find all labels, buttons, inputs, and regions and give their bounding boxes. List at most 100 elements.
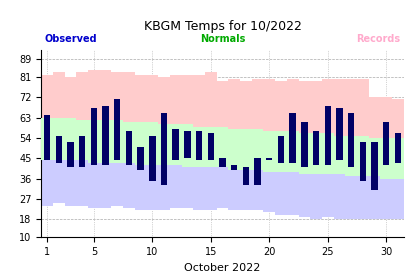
Bar <box>182 167 193 208</box>
Bar <box>357 79 369 219</box>
Bar <box>193 75 205 210</box>
Bar <box>243 167 249 185</box>
Bar <box>392 99 404 219</box>
Bar <box>263 79 275 213</box>
Bar <box>146 122 158 165</box>
Bar <box>252 169 263 210</box>
Bar <box>219 158 226 167</box>
Bar <box>325 106 331 165</box>
Bar <box>126 131 132 165</box>
Bar <box>91 108 97 165</box>
Bar <box>334 79 345 219</box>
Bar <box>205 167 217 210</box>
Bar <box>345 176 357 219</box>
Bar <box>290 113 296 163</box>
Bar <box>135 122 146 165</box>
Bar <box>348 113 354 167</box>
Bar <box>380 179 392 219</box>
Bar <box>100 163 111 208</box>
Bar <box>369 176 380 219</box>
Bar <box>380 138 392 179</box>
Bar <box>392 138 404 179</box>
Title: KBGM Temps for 10/2022: KBGM Temps for 10/2022 <box>143 20 302 33</box>
Bar <box>100 120 111 163</box>
Bar <box>123 122 135 163</box>
Bar <box>360 142 366 181</box>
Bar <box>345 79 357 219</box>
Bar <box>217 167 228 208</box>
Bar <box>146 75 158 210</box>
Text: Observed: Observed <box>45 34 98 44</box>
Bar <box>170 124 182 165</box>
Bar <box>322 133 334 174</box>
Bar <box>205 72 217 210</box>
Bar <box>79 136 85 167</box>
X-axis label: October 2022: October 2022 <box>184 263 261 273</box>
Bar <box>149 136 155 181</box>
Bar <box>182 75 193 208</box>
Bar <box>310 81 322 219</box>
Bar <box>135 75 146 210</box>
Bar <box>123 163 135 208</box>
Bar <box>135 165 146 210</box>
Bar <box>357 136 369 176</box>
Bar <box>158 165 170 210</box>
Bar <box>205 127 217 167</box>
Bar <box>41 160 53 206</box>
Text: Normals: Normals <box>200 34 245 44</box>
Bar <box>184 131 191 158</box>
Bar <box>383 122 389 165</box>
Bar <box>53 160 65 203</box>
Bar <box>301 122 308 167</box>
Bar <box>158 124 170 165</box>
Bar <box>208 133 214 160</box>
Bar <box>182 124 193 167</box>
Bar <box>76 160 88 206</box>
Bar <box>41 75 53 206</box>
Bar <box>158 77 170 210</box>
Bar <box>254 158 261 185</box>
Bar <box>76 72 88 206</box>
Bar <box>371 142 378 190</box>
Bar <box>228 129 240 169</box>
Bar <box>313 131 319 165</box>
Bar <box>266 158 272 160</box>
Bar <box>196 131 202 160</box>
Bar <box>228 79 240 210</box>
Bar <box>44 115 50 160</box>
Bar <box>170 75 182 208</box>
Bar <box>380 97 392 219</box>
Bar <box>53 72 65 203</box>
Bar <box>170 165 182 208</box>
Bar <box>217 81 228 208</box>
Bar <box>395 133 401 163</box>
Bar <box>369 138 380 176</box>
Bar <box>299 133 310 174</box>
Bar <box>88 70 100 208</box>
Bar <box>111 120 123 163</box>
Text: Records: Records <box>356 34 400 44</box>
Bar <box>275 81 287 215</box>
Bar <box>100 70 111 208</box>
Bar <box>111 163 123 206</box>
Bar <box>275 172 287 215</box>
Bar <box>217 127 228 167</box>
Bar <box>193 167 205 210</box>
Bar <box>67 142 74 167</box>
Bar <box>322 79 334 217</box>
Bar <box>193 127 205 167</box>
Bar <box>252 129 263 169</box>
Bar <box>336 108 343 160</box>
Bar <box>41 118 53 160</box>
Bar <box>56 136 62 163</box>
Bar <box>111 72 123 206</box>
Bar <box>369 97 380 219</box>
Bar <box>278 136 284 163</box>
Bar <box>88 163 100 208</box>
Bar <box>240 169 252 210</box>
Bar <box>228 169 240 210</box>
Bar <box>334 136 345 174</box>
Bar <box>322 174 334 217</box>
Bar <box>275 131 287 172</box>
Bar <box>88 120 100 163</box>
